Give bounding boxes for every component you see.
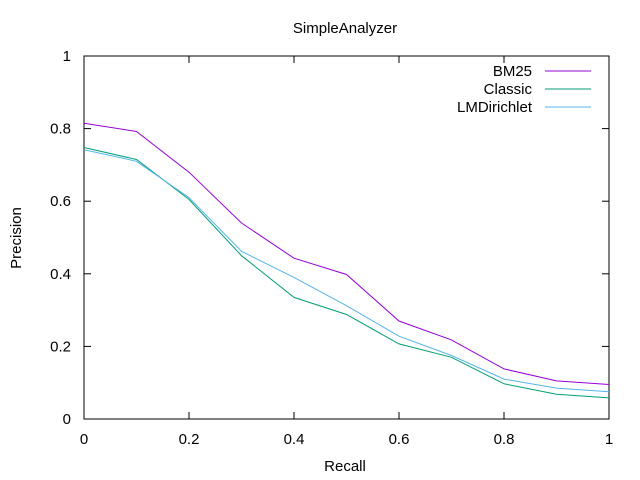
plot-frame <box>83 55 610 420</box>
legend-label-bm25: BM25 <box>493 63 532 80</box>
series-line-bm25 <box>83 122 610 385</box>
series-line-classic <box>83 147 610 399</box>
x-tick-label: 0.2 <box>179 431 200 448</box>
chart-title: SimpleAnalyzer <box>293 20 397 37</box>
y-tick-label: 0.4 <box>50 266 71 283</box>
y-tick-label: 1 <box>63 48 71 65</box>
x-tick-label: 0.4 <box>284 431 305 448</box>
x-axis-label: Recall <box>324 458 366 475</box>
series-line-lmdirichlet <box>83 149 610 393</box>
legend-label-classic: Classic <box>484 81 533 98</box>
legend-label-lmdirichlet: LMDirichlet <box>457 99 533 116</box>
y-tick-label: 0 <box>63 411 71 428</box>
x-tick-label: 0 <box>80 431 88 448</box>
y-tick-label: 0.6 <box>50 193 71 210</box>
x-tick-label: 1 <box>605 431 613 448</box>
x-tick-label: 0.8 <box>494 431 515 448</box>
x-tick-label: 0.6 <box>389 431 410 448</box>
y-tick-label: 0.2 <box>50 338 71 355</box>
y-axis-label: Precision <box>8 207 25 269</box>
y-tick-label: 0.8 <box>50 121 71 138</box>
plot-area: 0 0.2 0.4 0.6 0.8 1 0 0.2 0.4 0.6 0.8 1 BM25ClassicL… <box>50 48 613 448</box>
